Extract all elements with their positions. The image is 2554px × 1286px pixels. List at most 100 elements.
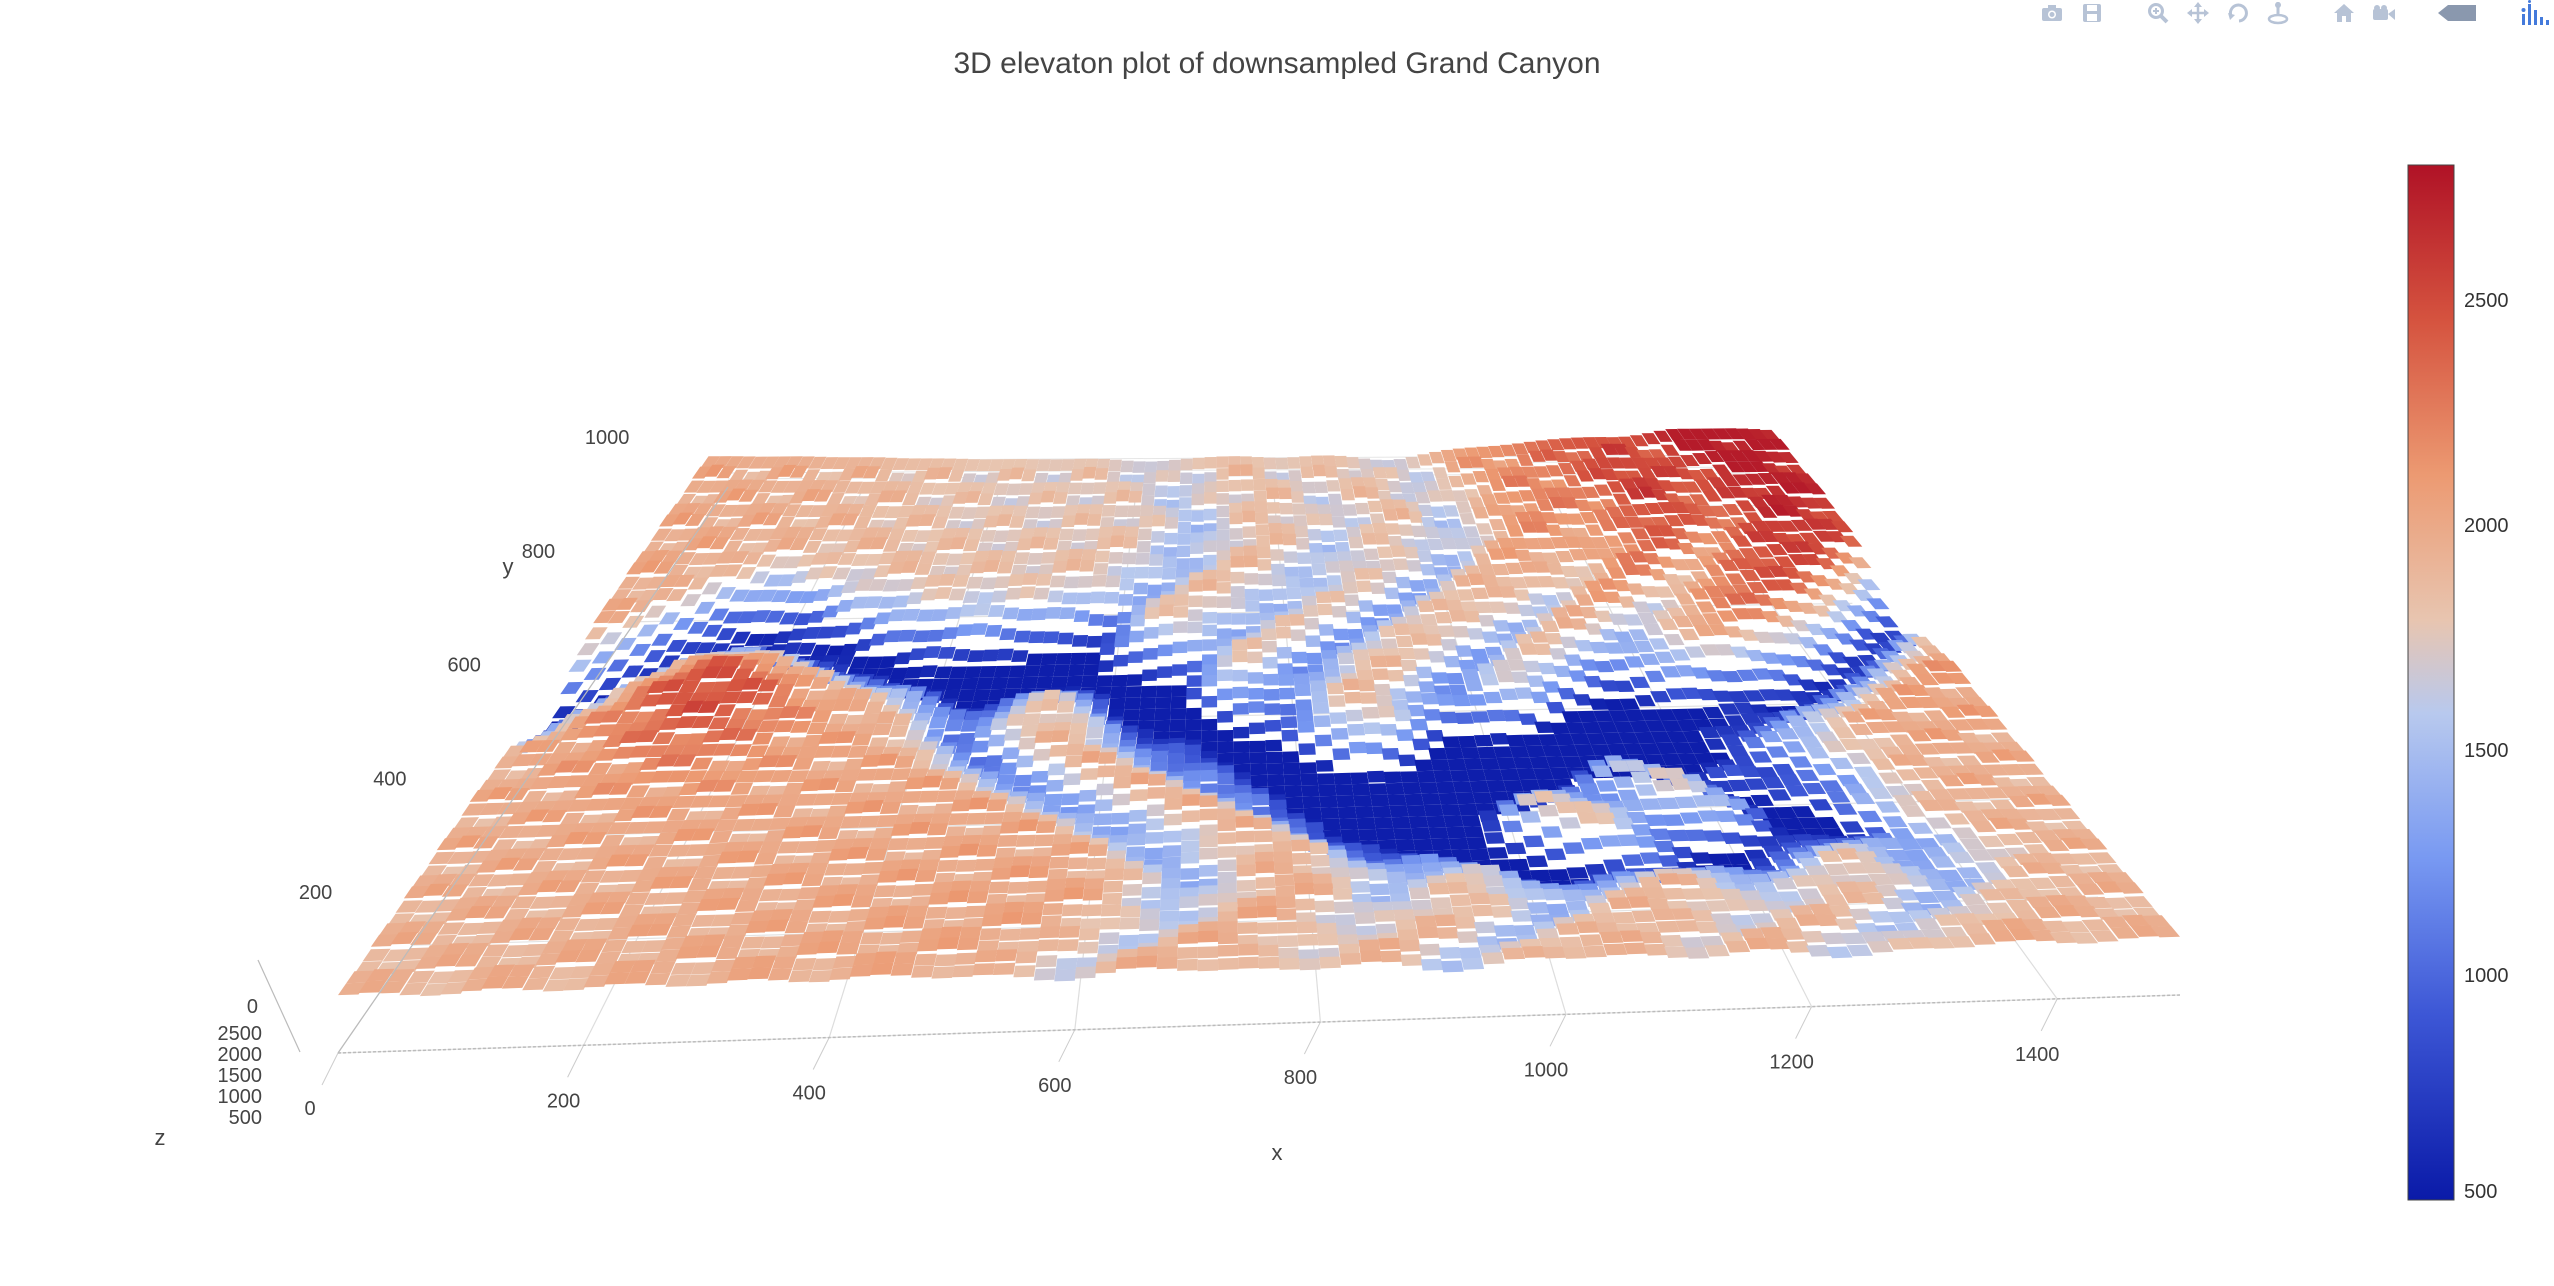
surface-cell — [1501, 820, 1523, 833]
surface-cell — [725, 488, 746, 501]
surface-cell — [931, 483, 949, 495]
surface-cell — [1346, 526, 1362, 539]
surface-cell — [834, 655, 855, 668]
surface-cell — [1262, 673, 1279, 686]
surface-cell — [1078, 928, 1100, 941]
zoom-icon[interactable] — [2146, 1, 2170, 25]
surface-cell — [1537, 662, 1558, 675]
hover-toggle-icon[interactable] — [2438, 1, 2478, 25]
surface-cell — [1255, 876, 1276, 889]
surface-cell — [1015, 755, 1035, 768]
surface-cell — [876, 814, 898, 828]
surface-cell — [2008, 750, 2035, 762]
surface-cell — [1100, 904, 1122, 917]
plotly-logo-icon[interactable] — [2520, 0, 2550, 25]
surface-cell — [1946, 672, 1972, 684]
surface-cell — [762, 707, 785, 720]
surface-cell — [1007, 881, 1029, 894]
surface-cell — [839, 769, 861, 782]
surface-cell — [498, 825, 525, 839]
surface-cell — [1326, 575, 1343, 587]
surface-cell — [1060, 459, 1075, 471]
surface-cell — [1594, 812, 1618, 825]
surface-cell — [700, 666, 723, 679]
surface-cell — [703, 842, 728, 856]
surface-cell — [1203, 540, 1217, 553]
surface-cell — [928, 565, 946, 578]
surface-cell — [911, 470, 929, 483]
surface-cell — [792, 958, 817, 971]
surface-cell — [1230, 556, 1245, 568]
surface-cell — [1768, 438, 1790, 450]
surface-cell — [1770, 472, 1792, 484]
orbit-icon[interactable] — [2226, 1, 2250, 25]
surface-cell — [1907, 712, 1932, 724]
home-icon[interactable] — [2332, 1, 2356, 25]
surface-cell — [1187, 609, 1203, 621]
surface-cell — [1553, 513, 1572, 525]
surface-cell — [1164, 517, 1179, 529]
elevation-surface[interactable] — [338, 428, 2180, 997]
x-tick-label: 1000 — [1524, 1059, 1569, 1081]
turntable-icon[interactable] — [2266, 1, 2290, 25]
surface-cell — [1340, 829, 1360, 842]
surface-cell — [720, 887, 745, 900]
surface-cell — [1787, 496, 1809, 508]
surface-cell — [624, 971, 651, 984]
surface-cell — [508, 928, 536, 941]
surface-cell — [1166, 486, 1180, 498]
camera-icon[interactable] — [2040, 1, 2064, 25]
surface-cell — [1480, 758, 1500, 770]
surface-cell — [1861, 892, 1888, 905]
surface-cell — [1550, 537, 1569, 549]
surface-cell — [1467, 573, 1486, 586]
video-camera-icon[interactable] — [2372, 1, 2396, 25]
pan-icon[interactable] — [2186, 1, 2210, 25]
surface-cell — [1413, 838, 1434, 851]
surface-cell — [1514, 634, 1534, 646]
surface-cell — [1129, 789, 1148, 802]
surface-cell — [1536, 928, 1560, 941]
surface-cell — [1093, 563, 1109, 575]
save-icon[interactable] — [2080, 1, 2104, 25]
surface-cell — [1533, 768, 1554, 780]
surface-cell — [1110, 686, 1127, 699]
surface-cell — [883, 791, 905, 804]
surface-cell — [1312, 577, 1329, 590]
surface-cell — [1147, 584, 1162, 597]
surface-cell — [1350, 881, 1371, 893]
surface-cell — [1587, 563, 1607, 575]
surface-cell — [1336, 469, 1351, 481]
surface-cell — [959, 926, 982, 939]
surface-cell — [1066, 675, 1083, 688]
surface-cell — [1068, 664, 1085, 677]
surface-cell — [694, 642, 716, 655]
z-tick-label: 1000 — [218, 1086, 263, 1108]
surface-cell — [1999, 741, 2026, 753]
surface-cell — [1611, 516, 1631, 529]
surface-cell — [942, 835, 964, 848]
surface-cell — [1665, 429, 1685, 441]
surface-cell — [931, 516, 949, 529]
surface-cell — [1882, 816, 1908, 828]
surface-cell — [858, 874, 881, 887]
surface-cell — [1247, 651, 1263, 664]
surface-cell — [1367, 500, 1383, 513]
surface-cell — [1750, 820, 1775, 832]
surface-cell — [964, 459, 981, 471]
surface-cell — [1574, 640, 1594, 652]
surface-cell — [1573, 566, 1593, 578]
surface-cell — [882, 579, 901, 592]
surface-cell — [1927, 937, 1955, 949]
surface-cell — [1145, 598, 1161, 610]
surface-cell — [1710, 531, 1732, 543]
surface-cell — [1558, 438, 1577, 450]
surface-cell — [479, 802, 505, 816]
surface-cell — [1201, 741, 1218, 754]
surface-cell — [601, 598, 624, 611]
surface-cell — [1442, 590, 1461, 602]
surface-cell — [1449, 894, 1472, 907]
surface-cell — [1669, 481, 1690, 493]
surface-cell — [1650, 489, 1671, 501]
